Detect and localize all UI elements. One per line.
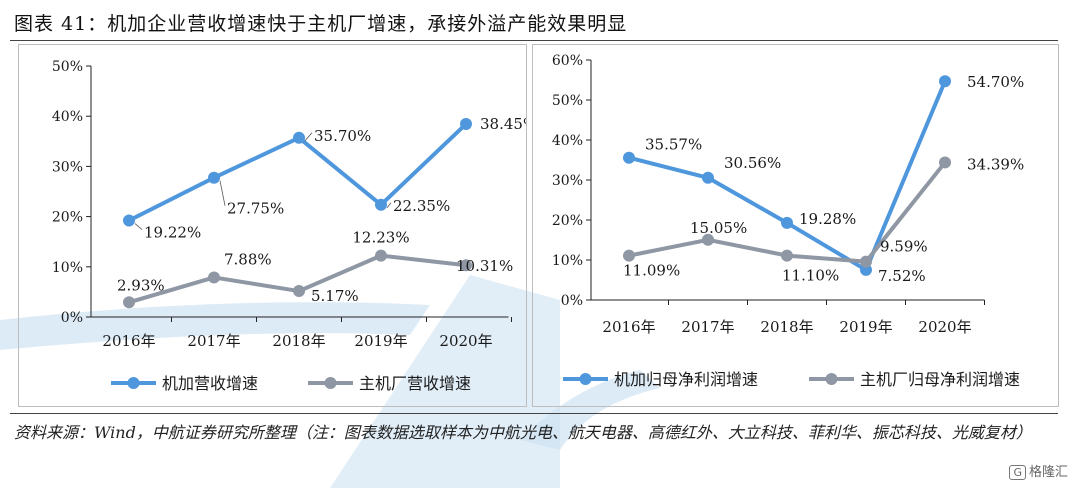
x-category-label: 2020年: [918, 318, 971, 336]
figure-title: 图表 41：机加企业营收增速快于主机厂增速，承接外溢产能效果明显: [14, 13, 628, 35]
x-category-label: 2016年: [102, 332, 155, 350]
legend-label: 机加营收增速: [162, 374, 258, 393]
source-note: 资料来源：Wind，中航证券研究所整理（注：图表数据选取样本为中航光电、航天电器…: [14, 423, 1032, 442]
x-category-label: 2018年: [760, 318, 813, 336]
legend-marker: [127, 377, 140, 389]
data-label: 34.39%: [967, 155, 1024, 173]
y-tick-label: 50%: [52, 59, 83, 75]
revenue-growth-chart: 0% 10% 20% 30% 40% 50% 2016年 2017年 2018年 2019年 202…: [52, 59, 526, 393]
data-point: [293, 131, 305, 144]
x-category-label: 2018年: [272, 332, 325, 350]
legend-marker: [825, 373, 838, 385]
data-point: [781, 216, 793, 229]
logo: G 格隆汇: [1009, 461, 1068, 480]
net-profit-growth-chart: 0% 10% 20% 30% 40% 50% 60% 2016年 2017年 2018年 2019年…: [552, 53, 1024, 389]
x-category-label: 2017年: [681, 318, 734, 336]
data-label: 54.70%: [967, 73, 1024, 91]
data-label: 22.35%: [393, 197, 450, 215]
data-label: 30.56%: [724, 154, 781, 172]
data-point: [460, 117, 472, 130]
data-label: 7.52%: [878, 267, 926, 285]
data-label: 7.88%: [224, 250, 272, 268]
data-label: 9.59%: [880, 238, 928, 256]
y-tick-label: 30%: [52, 159, 83, 175]
chart-panel-right: 0% 10% 20% 30% 40% 50% 60% 2016年 2017年 2018年 2019年…: [532, 44, 1059, 407]
data-point: [460, 259, 472, 272]
x-category-label: 2020年: [439, 332, 492, 350]
y-tick-label: 60%: [552, 53, 583, 69]
x-category-label: 2016年: [602, 318, 655, 336]
x-category-label: 2019年: [839, 318, 892, 336]
data-point: [208, 171, 220, 184]
data-point: [623, 151, 635, 164]
legend-label: 主机厂营收增速: [359, 374, 471, 393]
legend-marker: [324, 377, 337, 389]
data-point: [623, 249, 635, 262]
data-point: [702, 171, 714, 184]
data-label: 35.57%: [645, 136, 702, 154]
y-tick-label: 20%: [52, 210, 83, 226]
data-label: 11.09%: [623, 262, 680, 280]
data-label: 5.17%: [311, 287, 359, 305]
y-tick-label: 30%: [552, 173, 583, 189]
y-tick-label: 40%: [552, 133, 583, 149]
logo-text: 格隆汇: [1028, 465, 1068, 480]
label-leader-line: [304, 132, 313, 142]
data-point: [123, 214, 135, 227]
data-point: [939, 156, 951, 169]
data-label: 38.45%: [480, 115, 526, 133]
data-point: [860, 255, 872, 268]
chart-panel-left: 0% 10% 20% 30% 40% 50% 2016年 2017年 2018年 2019年 202…: [18, 44, 527, 407]
y-tick-label: 20%: [552, 213, 583, 229]
data-label: 11.10%: [782, 267, 839, 285]
data-point: [860, 263, 872, 276]
data-label: 15.05%: [690, 219, 747, 237]
source-rule: [10, 413, 1058, 414]
y-tick-label: 10%: [552, 253, 583, 269]
data-point: [123, 296, 135, 309]
legend-label: 机加归母净利润增速: [614, 370, 758, 389]
y-tick-label: 10%: [52, 260, 83, 276]
label-leader-line: [134, 223, 143, 230]
x-category-label: 2017年: [187, 332, 240, 350]
data-point: [939, 75, 951, 88]
legend-marker: [579, 373, 592, 385]
data-label: 2.93%: [117, 276, 165, 294]
label-leader-line: [386, 202, 392, 209]
legend-label: 主机厂归母净利润增速: [860, 370, 1020, 389]
data-point: [293, 285, 305, 298]
x-category-label: 2019年: [354, 332, 407, 350]
title-rule: [10, 40, 1058, 41]
data-point: [781, 249, 793, 262]
logo-icon: G: [1009, 465, 1026, 480]
data-label: 19.22%: [144, 224, 201, 242]
data-label: 10.31%: [456, 257, 513, 275]
data-point: [375, 198, 387, 211]
y-tick-label: 50%: [552, 93, 583, 109]
data-point: [702, 233, 714, 246]
data-label: 35.70%: [314, 127, 371, 145]
data-point: [375, 249, 387, 262]
y-tick-label: 0%: [561, 293, 583, 309]
y-tick-label: 40%: [52, 109, 83, 125]
data-label: 19.28%: [799, 210, 856, 228]
data-point: [208, 271, 220, 284]
data-label: 27.75%: [227, 200, 284, 218]
y-tick-label: 0%: [61, 310, 83, 326]
data-label: 12.23%: [352, 229, 409, 247]
label-leader-line: [219, 180, 226, 206]
